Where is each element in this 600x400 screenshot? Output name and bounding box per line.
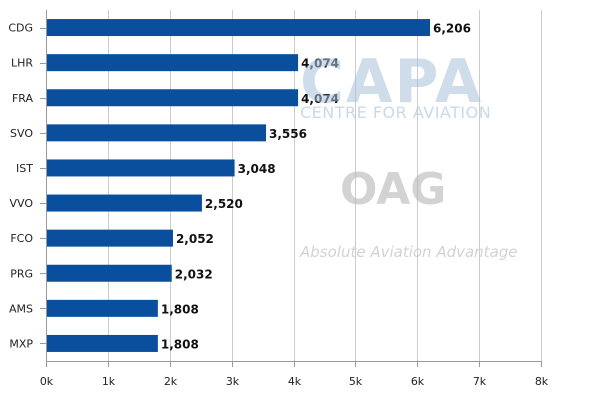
oag-watermark-tagline: Absolute Aviation Advantage (300, 243, 518, 261)
category-label: FRA (12, 92, 34, 105)
bar (46, 334, 158, 352)
x-tick-label: 4k (288, 375, 302, 388)
value-label: 4,074 (301, 92, 339, 106)
x-tick-label: 0k (40, 375, 54, 388)
value-label: 3,048 (238, 162, 276, 176)
oag-watermark: OAG (340, 164, 447, 215)
bar (46, 299, 158, 317)
bar (46, 194, 202, 212)
x-tick-label: 1k (102, 375, 116, 388)
bar (46, 124, 267, 142)
x-tick-label: 7k (473, 375, 487, 388)
capa-watermark: CAPA (300, 47, 484, 117)
capa-watermark-subtitle: CENTRE FOR AVIATION (300, 103, 492, 122)
bar (46, 89, 299, 107)
category-label: CDG (8, 22, 33, 35)
value-label: 2,520 (205, 197, 243, 211)
x-tick-label: 5k (349, 375, 363, 388)
bar (46, 19, 430, 37)
value-label: 1,808 (161, 337, 199, 351)
x-tick-label: 6k (411, 375, 425, 388)
value-label: 4,074 (301, 57, 339, 71)
category-label: VVO (9, 197, 33, 210)
category-label: PRG (10, 267, 33, 280)
value-label: 2,032 (175, 267, 213, 281)
value-label: 2,052 (176, 232, 214, 246)
x-tick-label: 3k (226, 375, 240, 388)
category-label: MXP (9, 337, 33, 350)
bar (46, 159, 235, 177)
x-tick-label: 2k (164, 375, 178, 388)
category-label: LHR (11, 57, 33, 70)
category-label: FCO (10, 232, 33, 245)
value-label: 3,556 (269, 127, 307, 141)
category-label: IST (16, 162, 33, 175)
category-label: SVO (10, 127, 33, 140)
value-label: 1,808 (161, 302, 199, 316)
bar (46, 54, 299, 72)
category-label: AMS (9, 302, 33, 315)
x-tick-label: 8k (535, 375, 549, 388)
bar (46, 229, 173, 247)
value-label: 6,206 (433, 22, 471, 36)
bar (46, 264, 172, 282)
